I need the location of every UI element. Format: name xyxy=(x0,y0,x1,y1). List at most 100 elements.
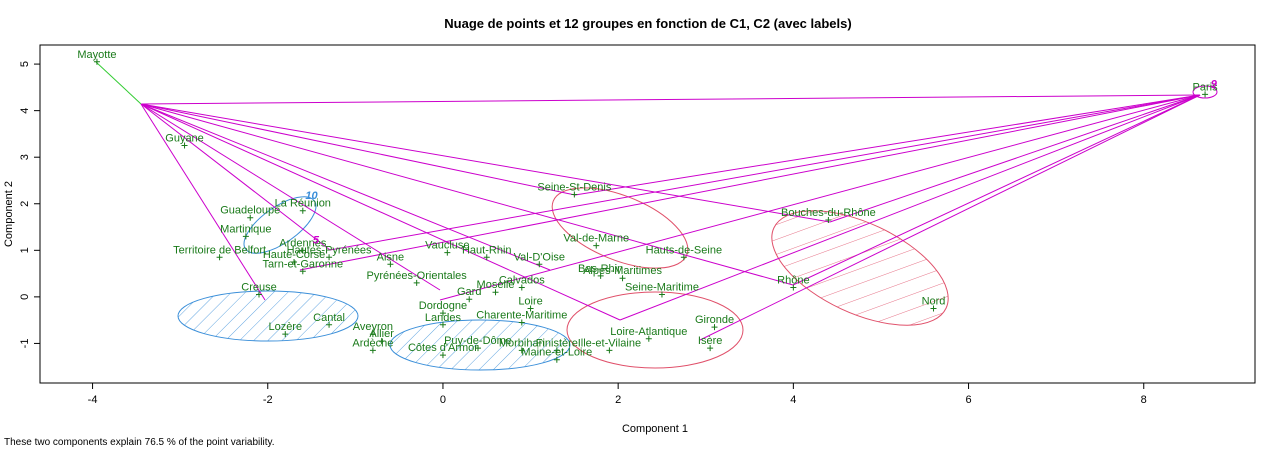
x-tick-label: 0 xyxy=(440,394,446,406)
point-label: Val-D'Oise xyxy=(514,251,565,263)
link xyxy=(140,103,831,223)
y-tick-label: 5 xyxy=(19,61,31,67)
point xyxy=(597,272,604,279)
point xyxy=(707,345,714,352)
point xyxy=(492,289,499,296)
point-label: Seine-St-Denis xyxy=(537,181,611,193)
point-label: Hauts-de-Seine xyxy=(646,244,722,256)
plot-frame xyxy=(39,44,1256,384)
cluster-number: 10 xyxy=(305,190,318,202)
point xyxy=(930,305,937,312)
point xyxy=(439,321,446,328)
link xyxy=(140,103,576,196)
x-tick-label: -4 xyxy=(88,394,98,406)
link xyxy=(140,103,266,301)
point-label: Gard xyxy=(457,286,481,298)
y-axis-title: Component 2 xyxy=(3,181,15,247)
link xyxy=(574,94,1201,196)
point-label: Cantal xyxy=(313,312,345,324)
point xyxy=(369,347,376,354)
point xyxy=(282,331,289,338)
point xyxy=(553,356,560,363)
point-label: La Réunion xyxy=(275,198,331,210)
x-tick-label: 8 xyxy=(1141,394,1147,406)
y-tick-label: 0 xyxy=(19,294,31,300)
point xyxy=(1202,91,1209,98)
point-label: Hautes-Pyrénées xyxy=(287,244,372,256)
point xyxy=(387,261,394,268)
x-tick-label: 6 xyxy=(965,394,971,406)
point xyxy=(536,261,543,268)
point-label: Isère xyxy=(698,335,722,347)
link xyxy=(439,94,1201,301)
y-tick-label: -1 xyxy=(19,339,31,349)
point xyxy=(518,347,525,354)
link xyxy=(140,103,621,321)
point-label: Landes xyxy=(425,312,462,324)
y-tick-label: 3 xyxy=(19,154,31,160)
cluster-ellipses xyxy=(177,85,1218,371)
point-label: Tarn-et-Garonne xyxy=(262,258,343,270)
point xyxy=(291,258,298,265)
point-label: Finistère xyxy=(536,337,578,349)
cluster-links xyxy=(95,61,1201,341)
point-label: Bouches-du-Rhône xyxy=(781,207,876,219)
link xyxy=(140,103,551,271)
x-tick-label: 2 xyxy=(615,394,621,406)
link xyxy=(699,94,1201,341)
point-label: Moselle xyxy=(477,279,515,291)
point-label: Aisne xyxy=(377,251,405,263)
point xyxy=(439,310,446,317)
link xyxy=(140,103,441,291)
point xyxy=(247,214,254,221)
link xyxy=(792,94,1201,286)
point-label: Creuse xyxy=(241,282,276,294)
point xyxy=(593,242,600,249)
point xyxy=(658,291,665,298)
point xyxy=(93,58,100,65)
point xyxy=(255,291,262,298)
point-label: Guyane xyxy=(165,133,204,145)
point-label: Côtes d'Armor xyxy=(408,342,478,354)
point xyxy=(181,142,188,149)
point-label: Lozère xyxy=(268,321,302,333)
x-tick-label: 4 xyxy=(790,394,796,406)
link xyxy=(140,103,331,251)
point xyxy=(466,296,473,303)
point-label: Aveyron xyxy=(353,321,393,333)
ellipse xyxy=(1192,85,1218,99)
point-label: Haut-Rhin xyxy=(462,244,512,256)
point-label: Calvados xyxy=(499,275,545,287)
point-label: Gironde xyxy=(695,314,734,326)
point xyxy=(645,335,652,342)
point xyxy=(711,324,718,331)
point-label: Mayotte xyxy=(77,49,116,61)
point-label: Loire xyxy=(518,296,542,308)
cluster-number: 9 xyxy=(1211,78,1218,90)
link xyxy=(329,94,1201,251)
point-label: Charente-Maritime xyxy=(476,309,567,321)
point-label: Haute-Corse xyxy=(263,249,325,261)
point-label: Ille-et-Vilaine xyxy=(578,337,641,349)
point xyxy=(606,347,613,354)
point xyxy=(299,247,306,254)
link xyxy=(299,94,1201,271)
point xyxy=(619,275,626,282)
point xyxy=(326,321,333,328)
point-label: Pyrénées-Orientales xyxy=(367,270,468,282)
point-label: Seine-Maritime xyxy=(625,282,699,294)
point xyxy=(518,319,525,326)
point-label: Dordogne xyxy=(419,300,467,312)
cluster-number: 5 xyxy=(313,234,320,246)
caption: These two components explain 76.5 % of t… xyxy=(4,437,275,448)
point xyxy=(242,233,249,240)
point-label: Puy-de-Dôme xyxy=(444,335,512,347)
point-label: Nord xyxy=(922,296,946,308)
link xyxy=(829,94,1201,223)
point xyxy=(439,352,446,359)
point-label: Vaucluse xyxy=(425,240,469,252)
ellipse xyxy=(771,210,949,326)
point-label: Allier xyxy=(369,328,394,340)
point xyxy=(825,217,832,224)
point xyxy=(299,207,306,214)
